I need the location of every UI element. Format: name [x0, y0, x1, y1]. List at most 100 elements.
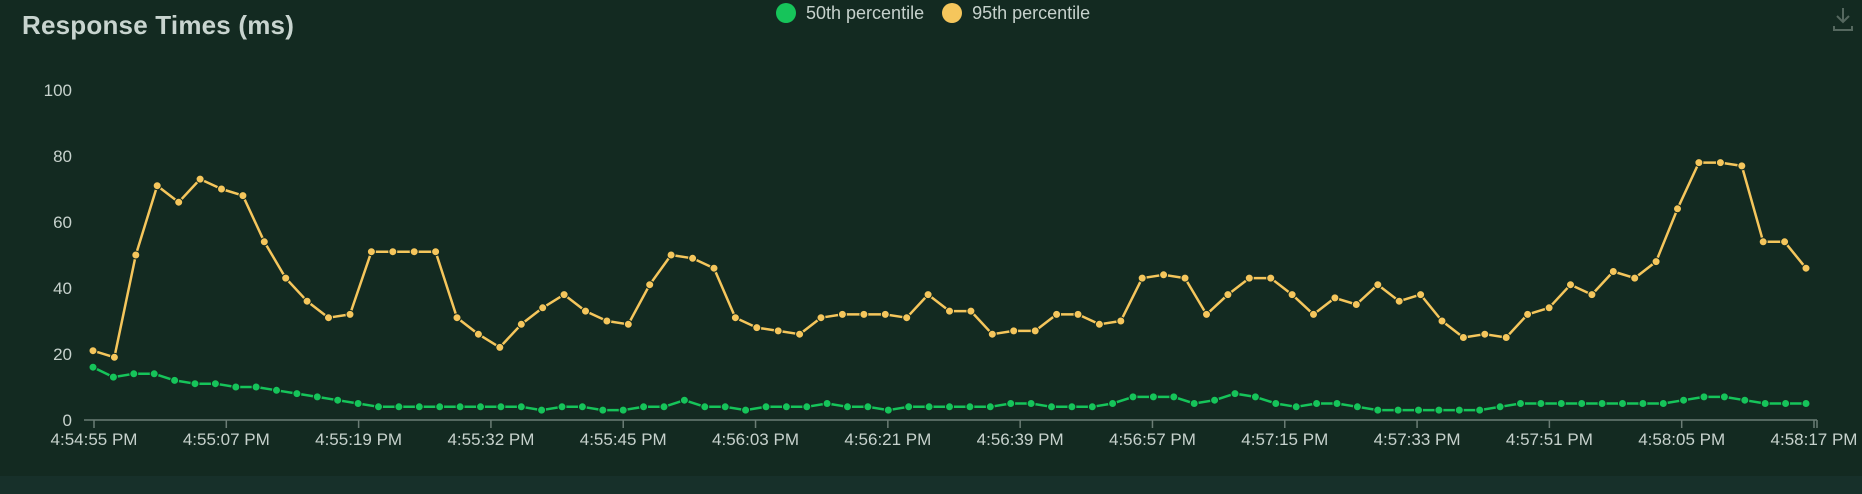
- data-point-p50: [700, 402, 710, 412]
- data-point-p50: [88, 362, 98, 372]
- data-point-p95: [966, 306, 976, 316]
- data-point-p50: [1740, 395, 1750, 405]
- data-point-p50: [557, 402, 567, 412]
- data-point-p95: [409, 247, 419, 257]
- data-point-p50: [210, 379, 220, 389]
- x-tick-label: 4:57:51 PM: [1506, 430, 1593, 449]
- data-point-p95: [1544, 303, 1554, 313]
- data-point-p50: [1087, 402, 1097, 412]
- data-point-p95: [623, 319, 633, 329]
- data-point-p95: [152, 181, 162, 191]
- data-point-p95: [1266, 273, 1276, 283]
- data-point-p95: [709, 263, 719, 273]
- data-point-p50: [476, 402, 485, 412]
- data-point-p50: [1230, 389, 1240, 399]
- data-point-p95: [645, 280, 655, 290]
- data-point-p50: [353, 399, 363, 408]
- data-point-p50: [1454, 405, 1464, 415]
- data-point-p95: [1309, 309, 1318, 319]
- data-point-p95: [1394, 296, 1404, 306]
- data-point-p50: [1047, 402, 1056, 412]
- data-point-p50: [394, 402, 404, 412]
- data-point-p50: [1312, 399, 1322, 408]
- data-point-p95: [1737, 161, 1747, 171]
- data-point-p95: [1673, 204, 1682, 214]
- data-point-p50: [781, 402, 791, 412]
- data-point-p50: [985, 402, 995, 412]
- data-point-p95: [174, 197, 184, 207]
- x-tick-label: 4:55:07 PM: [183, 430, 270, 449]
- data-point-p95: [1330, 293, 1340, 303]
- data-point-p50: [741, 405, 751, 415]
- data-point-p95: [1287, 290, 1297, 300]
- data-point-p95: [495, 342, 505, 352]
- series-line-p95: [92, 161, 1807, 359]
- data-point-p95: [388, 247, 398, 257]
- data-point-p50: [1026, 399, 1036, 408]
- data-point-p95: [730, 313, 740, 323]
- data-point-p50: [1556, 399, 1566, 408]
- data-point-p50: [1332, 399, 1342, 408]
- y-tick-label: 20: [53, 345, 72, 364]
- data-point-p50: [231, 382, 241, 392]
- data-point-p50: [679, 395, 689, 405]
- data-point-p95: [1694, 158, 1704, 168]
- data-point-p50: [1393, 405, 1403, 415]
- data-point-p95: [1416, 290, 1426, 300]
- data-point-p50: [374, 402, 383, 412]
- data-point-p95: [1437, 316, 1447, 326]
- data-point-p95: [88, 346, 98, 356]
- data-point-p50: [1638, 399, 1648, 408]
- data-point-p50: [1271, 399, 1281, 408]
- data-point-p95: [1073, 309, 1083, 319]
- data-point-p95: [1480, 329, 1490, 339]
- data-point-p95: [666, 250, 676, 260]
- data-point-p95: [1587, 290, 1597, 300]
- data-point-p95: [1351, 300, 1361, 309]
- data-point-p95: [1566, 280, 1575, 290]
- footer-strip: [0, 476, 1862, 494]
- data-point-p50: [170, 375, 180, 385]
- data-point-p95: [1244, 273, 1254, 283]
- data-point-p50: [1475, 405, 1485, 415]
- data-point-p95: [366, 247, 376, 257]
- data-point-p50: [537, 405, 547, 415]
- data-point-p95: [1651, 257, 1661, 267]
- x-tick-label: 4:57:33 PM: [1374, 430, 1461, 449]
- data-point-p50: [761, 402, 771, 412]
- data-point-p95: [581, 306, 590, 316]
- chart-legend: 50th percentile 95th percentile: [776, 0, 1090, 26]
- data-point-p95: [516, 319, 526, 329]
- y-tick-label: 40: [53, 279, 72, 298]
- data-point-p50: [822, 399, 832, 408]
- data-point-p50: [1210, 395, 1220, 405]
- legend-item-p50[interactable]: 50th percentile: [776, 3, 924, 24]
- data-point-p95: [1116, 316, 1126, 326]
- data-point-p50: [435, 402, 445, 412]
- y-tick-label: 60: [53, 213, 72, 232]
- data-point-p50: [312, 392, 322, 402]
- data-point-p95: [324, 313, 333, 323]
- data-point-p95: [1758, 237, 1768, 247]
- data-point-p95: [559, 290, 569, 300]
- data-point-p50: [883, 405, 893, 415]
- data-point-p95: [1608, 267, 1618, 276]
- data-point-p50: [802, 402, 812, 412]
- download-icon[interactable]: [1832, 6, 1854, 32]
- data-point-p95: [1094, 319, 1104, 329]
- data-point-p95: [795, 329, 805, 339]
- data-point-p50: [1516, 399, 1525, 408]
- data-point-p95: [452, 313, 462, 323]
- data-point-p50: [455, 402, 465, 412]
- data-point-p50: [924, 402, 934, 412]
- data-point-p50: [618, 405, 628, 415]
- data-point-p50: [1291, 402, 1301, 412]
- x-tick-label: 4:56:57 PM: [1109, 430, 1196, 449]
- data-point-p95: [923, 290, 933, 300]
- response-time-chart: 0 20 40 60 80 100 4:54:55 PM 4:55:07 PM 4:55:19 …: [44, 81, 1858, 449]
- y-tick-label: 80: [53, 147, 72, 166]
- data-point-p95: [238, 191, 248, 201]
- x-tick-label: 4:58:05 PM: [1638, 430, 1725, 449]
- legend-item-p95[interactable]: 95th percentile: [942, 3, 1090, 24]
- data-point-p95: [1501, 333, 1511, 342]
